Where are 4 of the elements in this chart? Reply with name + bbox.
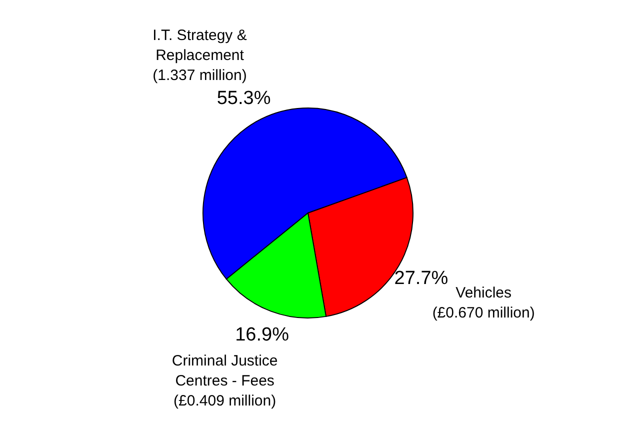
data-label: 16.9% [235, 324, 290, 346]
data-label: 55.3% [216, 88, 271, 109]
slice-label: I.T. Strategy & Replacement (1.337 million) [152, 27, 247, 84]
slice-label: Criminal Justice Centres - Fees (£0.409 million) [172, 352, 278, 410]
